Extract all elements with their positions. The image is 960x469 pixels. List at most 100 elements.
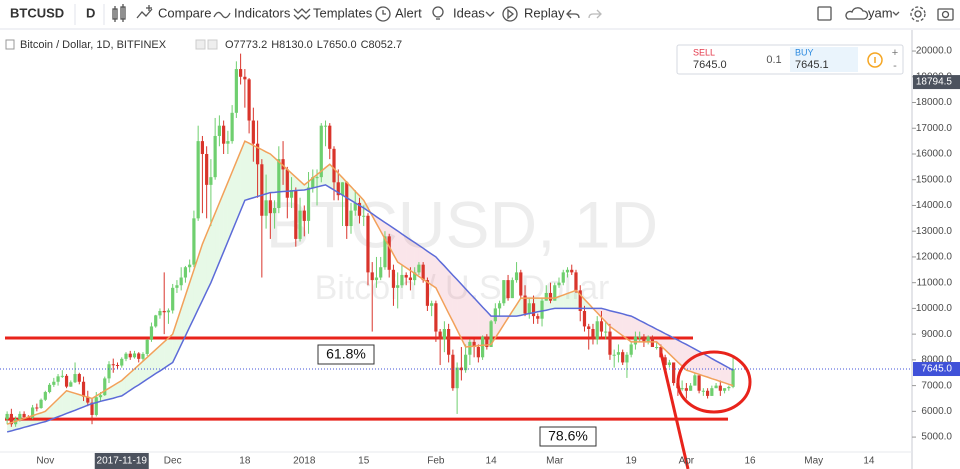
buy-label[interactable]: BUY [795,47,814,57]
replay-icon[interactable] [502,6,518,22]
candle-body [205,153,209,185]
sell-label[interactable]: SELL [693,47,715,57]
candle-body [9,413,13,425]
indicators-icon[interactable] [213,11,231,19]
ma-fill [159,341,165,371]
settings-icon[interactable] [910,6,926,22]
undo-icon[interactable] [566,9,580,19]
candle-body [459,367,463,371]
ma-fill [397,230,402,265]
toolbar-button[interactable]: Alert [395,5,422,20]
ma-fill [440,261,445,305]
candle-body [468,341,472,355]
candle-body [489,321,493,348]
candle-body [315,177,319,179]
toolbar-button[interactable]: Templates [313,5,373,20]
alert-icon[interactable] [375,6,391,22]
symbol[interactable]: BTCUSD [10,5,64,20]
minus-button[interactable]: - [893,60,897,72]
candle-body [578,290,582,311]
candle-body [154,315,158,327]
toolbar-button[interactable]: Compare [158,5,211,20]
candle-body [226,141,230,144]
candle-body [332,148,336,183]
ma-fill [614,311,619,333]
interval[interactable]: D [86,5,95,20]
ma-fill [694,349,700,375]
x-tick-label: Feb [427,456,445,467]
candle-body [294,190,298,239]
toolbar-button[interactable]: Ideas [453,5,485,20]
candle-body [672,362,676,384]
camera-icon[interactable] [937,8,954,21]
buy-button[interactable] [790,47,858,72]
y-tick-label: 10000.0 [916,303,953,314]
plus-button[interactable]: + [892,47,898,59]
candle-body [137,353,141,359]
toolbar-button[interactable]: Indicators [234,5,291,20]
candle-body [413,272,417,281]
ma-fill [62,390,67,416]
candle-body [582,310,587,327]
y-tick-label: 20000.0 [916,46,953,57]
templates-icon[interactable] [293,8,311,20]
ideas-icon[interactable] [432,6,444,20]
ma-fill [448,270,453,322]
info-icon[interactable] [867,52,883,68]
candle-body [705,390,710,396]
candle-body [149,326,154,340]
circle-drawing[interactable] [676,350,752,414]
candle-body [86,396,90,403]
ma-fill [516,298,521,317]
candle-body [527,303,531,314]
candle-body [502,280,506,304]
compare-icon[interactable] [136,5,153,19]
candle-body [289,190,294,198]
candle-body [642,336,646,342]
candle-body [523,295,527,314]
y-tick-label: 16000.0 [916,149,953,160]
ma-fill [618,312,623,336]
ma-fill [215,202,220,273]
cloud-icon[interactable] [845,7,869,20]
candle-body [111,364,115,366]
ma-fill [673,338,678,363]
candle-body [387,236,391,270]
ma-fill [244,141,250,201]
x-tick-label: 2018 [293,456,316,467]
ma-fill [410,239,415,274]
sell-price[interactable]: 7645.0 [693,59,727,71]
chart-style-icon[interactable] [112,4,126,22]
candle-body [727,386,731,389]
toolbar-button[interactable]: Replay [524,5,565,20]
x-tick-label: Mar [546,456,564,467]
candle-body [400,274,404,286]
crosshair-price-label: 18794.5 [916,77,953,88]
buy-price[interactable]: 7645.1 [795,59,829,71]
candle-body [447,328,451,355]
candle-body [493,308,497,322]
legend-button[interactable] [195,39,206,50]
dropdown-icon[interactable] [485,11,495,17]
redo-icon[interactable] [588,9,602,19]
candle-body [77,374,81,382]
ma-fill [147,353,152,380]
legend-button[interactable] [207,39,218,50]
ma-fill [232,161,237,232]
y-tick-label: 12000.0 [916,252,953,263]
candle-body [30,407,35,418]
ma-fill [138,361,143,385]
candle-body [718,385,722,391]
ma-fill [567,291,572,309]
candle-body [132,353,137,358]
sell-button[interactable] [680,47,752,72]
trend-line-drawing[interactable] [659,352,690,469]
fullscreen-icon[interactable] [817,6,832,21]
user-name[interactable]: yam [868,5,893,20]
legend: Bitcoin / Dollar, 1D, BITFINEX O7773.2 H8… [5,39,402,51]
crosshair-time-label: 2017-11-19 [97,456,148,467]
candle-body [680,388,684,390]
dropdown-icon[interactable] [892,11,900,16]
ma-fill [266,151,271,194]
candle-body [319,125,323,178]
